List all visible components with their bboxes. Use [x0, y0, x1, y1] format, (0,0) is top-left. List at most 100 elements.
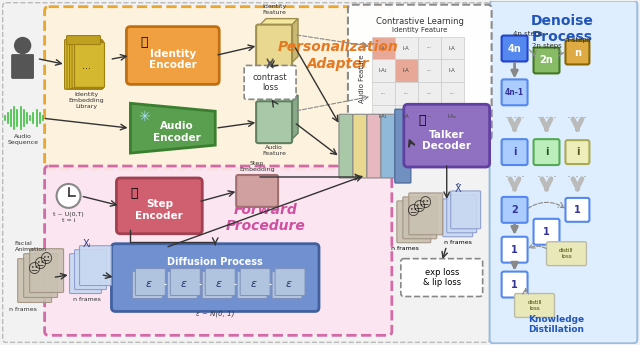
Bar — [418, 37, 441, 59]
FancyBboxPatch shape — [127, 27, 220, 85]
Text: I·A: I·A — [449, 68, 456, 73]
Text: contrast
loss: contrast loss — [253, 73, 287, 92]
FancyBboxPatch shape — [74, 250, 106, 289]
FancyBboxPatch shape — [12, 55, 34, 78]
Text: Personalization
Adapter: Personalization Adapter — [278, 40, 398, 71]
Text: 1: 1 — [511, 279, 518, 289]
Text: n: n — [574, 48, 581, 58]
Bar — [441, 82, 464, 105]
Text: Forward
Procedure: Forward Procedure — [225, 203, 305, 233]
FancyBboxPatch shape — [29, 249, 63, 293]
FancyBboxPatch shape — [65, 40, 102, 89]
Text: Audio
Feature: Audio Feature — [262, 145, 286, 156]
Text: Identity
Encoder: Identity Encoder — [149, 49, 196, 70]
Text: I·A: I·A — [403, 46, 410, 50]
FancyBboxPatch shape — [566, 41, 589, 65]
FancyBboxPatch shape — [272, 272, 302, 298]
Text: ε: ε — [250, 279, 256, 289]
Text: 🔥: 🔥 — [131, 187, 138, 200]
Text: ε: ε — [180, 279, 186, 289]
Text: Audio Feature: Audio Feature — [359, 54, 365, 103]
Text: ε: ε — [145, 279, 152, 289]
Text: Diffusion Process: Diffusion Process — [167, 257, 263, 267]
FancyBboxPatch shape — [490, 1, 637, 343]
Text: · · ·: · · · — [504, 112, 525, 125]
FancyBboxPatch shape — [367, 114, 381, 178]
Bar — [395, 105, 418, 128]
Text: n steps: n steps — [564, 37, 590, 42]
Text: · · ·: · · · — [568, 171, 588, 185]
FancyBboxPatch shape — [116, 178, 202, 234]
Text: distill
loss: distill loss — [559, 248, 573, 259]
FancyBboxPatch shape — [240, 269, 270, 296]
Text: 😐: 😐 — [40, 253, 53, 266]
FancyBboxPatch shape — [547, 242, 586, 266]
FancyBboxPatch shape — [348, 5, 492, 140]
FancyBboxPatch shape — [256, 101, 292, 143]
Bar — [372, 59, 395, 82]
FancyBboxPatch shape — [132, 272, 163, 298]
Bar — [372, 82, 395, 105]
Text: ···: ··· — [381, 91, 386, 96]
Bar — [441, 105, 464, 128]
Text: n frames: n frames — [391, 246, 419, 251]
Polygon shape — [258, 95, 298, 103]
Text: 😐: 😐 — [419, 197, 432, 210]
Text: Talker
Decoder: Talker Decoder — [422, 130, 471, 151]
Bar — [395, 37, 418, 59]
FancyBboxPatch shape — [67, 40, 103, 89]
Bar — [418, 105, 441, 128]
FancyBboxPatch shape — [403, 197, 436, 239]
Text: I·A₁: I·A₁ — [379, 68, 388, 73]
Bar — [418, 82, 441, 105]
Polygon shape — [290, 19, 298, 65]
Text: 😐: 😐 — [34, 258, 47, 271]
Text: Step
Encoder: Step Encoder — [136, 199, 183, 221]
FancyBboxPatch shape — [237, 272, 267, 298]
FancyBboxPatch shape — [170, 269, 200, 296]
Text: n frames: n frames — [9, 307, 36, 313]
FancyBboxPatch shape — [205, 269, 235, 296]
Text: t ~ U(0,T)
t = i: t ~ U(0,T) t = i — [53, 212, 84, 223]
Text: i: i — [576, 147, 579, 157]
Bar — [441, 59, 464, 82]
FancyBboxPatch shape — [502, 197, 527, 223]
Text: i: i — [545, 147, 548, 157]
FancyBboxPatch shape — [381, 114, 395, 178]
Text: ε: ε — [285, 279, 291, 289]
Text: Contrastive Learning: Contrastive Learning — [376, 17, 464, 26]
FancyBboxPatch shape — [256, 24, 292, 67]
Text: n frames: n frames — [72, 296, 100, 302]
Text: 2n steps: 2n steps — [532, 42, 561, 49]
Text: ...: ... — [82, 61, 91, 71]
Text: ···: ··· — [427, 46, 432, 50]
FancyBboxPatch shape — [447, 195, 477, 233]
Bar — [395, 59, 418, 82]
Bar — [418, 59, 441, 82]
Circle shape — [15, 38, 31, 53]
Polygon shape — [258, 19, 298, 27]
FancyBboxPatch shape — [502, 79, 527, 105]
FancyBboxPatch shape — [136, 269, 165, 296]
Text: 😐: 😐 — [407, 205, 420, 218]
FancyBboxPatch shape — [401, 259, 483, 296]
FancyBboxPatch shape — [45, 7, 392, 169]
Text: ···: ··· — [450, 91, 454, 96]
Text: ✳: ✳ — [139, 110, 150, 124]
Text: I·A: I·A — [403, 68, 410, 73]
FancyBboxPatch shape — [534, 139, 559, 165]
Text: 😐: 😐 — [28, 263, 41, 276]
Text: 2: 2 — [511, 205, 518, 215]
FancyBboxPatch shape — [534, 219, 559, 245]
FancyBboxPatch shape — [202, 272, 232, 298]
Text: n frames: n frames — [444, 240, 472, 245]
Text: 😐: 😐 — [413, 201, 426, 214]
Text: Facial
Animation: Facial Animation — [15, 241, 47, 252]
FancyBboxPatch shape — [70, 41, 104, 88]
FancyBboxPatch shape — [79, 246, 111, 286]
Text: I·A₁: I·A₁ — [379, 46, 388, 50]
Text: Denoise
Process: Denoise Process — [531, 14, 594, 44]
Text: exp loss
& lip loss: exp loss & lip loss — [422, 268, 461, 287]
FancyBboxPatch shape — [566, 198, 589, 222]
FancyBboxPatch shape — [534, 48, 559, 73]
